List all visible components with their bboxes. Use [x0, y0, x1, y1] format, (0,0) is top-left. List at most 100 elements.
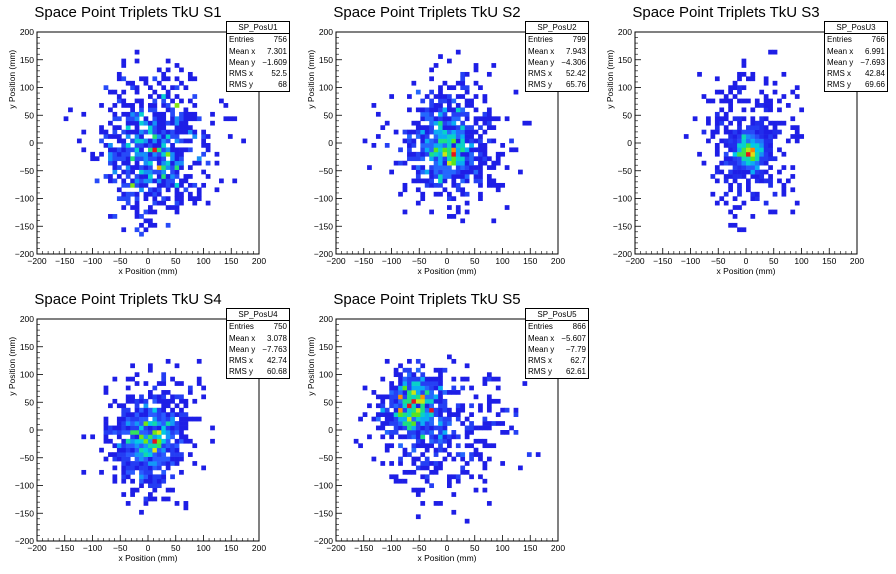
histogram-bin: [116, 196, 122, 202]
histogram-bin: [165, 487, 171, 493]
histogram-bin: [139, 107, 144, 113]
histogram-bin: [389, 434, 395, 440]
histogram-bin: [768, 138, 773, 144]
histogram-bin: [723, 156, 729, 162]
histogram-bin: [156, 407, 162, 413]
y-tick-label: 150: [618, 55, 632, 65]
histogram-bin: [781, 151, 787, 157]
histogram-bin: [183, 178, 189, 184]
histogram-bin: [415, 403, 421, 409]
histogram-bin: [152, 394, 158, 400]
histogram-bin: [139, 483, 144, 489]
histogram-bin: [148, 143, 153, 148]
histogram-bin: [415, 151, 421, 157]
histogram-bin: [455, 94, 461, 99]
histogram-bin: [719, 138, 725, 144]
histogram-bin: [415, 89, 421, 95]
histogram-bin: [429, 182, 434, 188]
histogram-bin: [777, 120, 782, 126]
histogram-bin: [152, 385, 158, 391]
x-tick-label: 50: [470, 543, 480, 553]
histogram-bin: [433, 94, 439, 99]
histogram-bin: [165, 187, 171, 193]
histogram-bin: [763, 138, 769, 144]
histogram-bin: [442, 403, 448, 409]
histogram-bin: [192, 443, 198, 449]
histogram-bin: [420, 501, 426, 506]
histogram-cells: [353, 354, 541, 524]
histogram-bin: [429, 443, 434, 449]
histogram-bin: [447, 434, 452, 440]
histogram-bin: [156, 474, 162, 480]
histogram-bin: [187, 452, 193, 457]
histogram-plot: −200−200−150−150−100−100−50−500050501001…: [7, 314, 266, 563]
histogram-bin: [161, 156, 167, 162]
histogram-bin: [486, 376, 492, 382]
histogram-bin: [478, 116, 483, 122]
histogram-bin: [478, 156, 483, 162]
histogram-bin: [438, 94, 443, 99]
histogram-bin: [358, 443, 363, 449]
histogram-bin: [125, 80, 131, 86]
histogram-bin: [152, 430, 158, 435]
histogram-bin: [732, 134, 738, 139]
histogram-bin: [486, 501, 492, 506]
histogram-bin: [227, 116, 233, 122]
histogram-bin: [161, 129, 167, 135]
x-axis-label: x Position (mm): [716, 266, 775, 276]
histogram-bin: [152, 398, 158, 404]
histogram-bin: [438, 398, 443, 404]
histogram-bin: [223, 103, 229, 108]
histogram-bin: [407, 134, 412, 139]
histogram-bin: [772, 120, 778, 126]
histogram-bin: [108, 174, 113, 179]
histogram-bin: [754, 191, 760, 197]
histogram-bin: [134, 49, 140, 55]
histogram-bin: [482, 425, 488, 431]
y-axis-label: y Position (mm): [605, 50, 615, 109]
histogram-bin: [130, 438, 135, 444]
histogram-bin: [116, 456, 122, 462]
histogram-bin: [108, 214, 113, 219]
histogram-bin: [451, 134, 457, 139]
histogram-bin: [179, 160, 184, 166]
histogram-bin: [424, 169, 430, 175]
histogram-bin: [99, 447, 104, 453]
histogram-bin: [143, 434, 149, 440]
histogram-bin: [384, 120, 390, 126]
histogram-bin: [183, 434, 189, 440]
histogram-bin: [438, 138, 443, 144]
histogram-bin: [424, 134, 430, 139]
histogram-bin: [161, 196, 167, 202]
histogram-bin: [683, 134, 689, 139]
histogram-bin: [112, 116, 118, 122]
histogram-bin: [389, 412, 395, 417]
histogram-bin: [148, 390, 153, 395]
histogram-bin: [455, 390, 461, 395]
histogram-bin: [746, 147, 751, 153]
histogram-bin: [174, 443, 180, 449]
histogram-bin: [148, 156, 153, 162]
histogram-bin: [719, 89, 725, 95]
histogram-bin: [473, 116, 479, 122]
histogram-bin: [438, 385, 443, 391]
x-tick-label: −50: [113, 543, 128, 553]
histogram-bin: [759, 116, 765, 122]
histogram-bin: [152, 456, 158, 462]
histogram-bin: [433, 434, 439, 440]
histogram-bin: [438, 182, 443, 188]
histogram-bin: [116, 165, 122, 170]
histogram-bin: [179, 430, 184, 435]
histogram-bin: [389, 416, 395, 422]
histogram-bin: [121, 205, 127, 210]
histogram-bin: [451, 390, 457, 395]
histogram-bin: [723, 178, 729, 184]
histogram-bin: [785, 103, 791, 108]
stats-row-mean-y: Mean y −4.306: [528, 57, 586, 67]
histogram-bin: [424, 143, 430, 148]
histogram-bin: [411, 398, 417, 404]
histogram-bin: [451, 107, 457, 113]
histogram-bin: [143, 452, 149, 457]
histogram-bin: [429, 165, 434, 170]
stats-row-rms-y: RMS y 68: [229, 80, 287, 90]
